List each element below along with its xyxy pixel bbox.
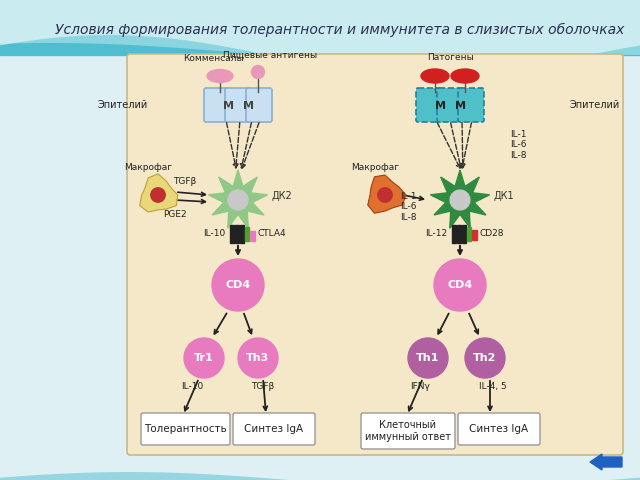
Text: TGFβ: TGFβ: [252, 382, 275, 391]
FancyBboxPatch shape: [127, 54, 623, 455]
Text: Условия формирования толерантности и иммунитета в слизистых оболочках: Условия формирования толерантности и имм…: [55, 23, 625, 37]
Text: CTLA4: CTLA4: [258, 229, 287, 239]
Text: Комменсалы: Комменсалы: [182, 54, 243, 63]
Circle shape: [151, 188, 165, 202]
Ellipse shape: [207, 70, 233, 83]
Text: Синтез IgA: Синтез IgA: [244, 424, 303, 434]
Text: M: M: [435, 101, 445, 111]
Text: Th2: Th2: [474, 353, 497, 363]
Text: IL-1
IL-6
IL-8: IL-1 IL-6 IL-8: [510, 130, 527, 160]
Bar: [245, 227, 249, 241]
FancyBboxPatch shape: [246, 88, 272, 122]
Circle shape: [228, 190, 248, 210]
Text: Пищевые антигены: Пищевые антигены: [223, 51, 317, 60]
Text: Патогены: Патогены: [427, 53, 474, 62]
Polygon shape: [0, 0, 640, 55]
Text: M: M: [223, 101, 234, 111]
Text: Толерантность: Толерантность: [144, 424, 227, 434]
FancyBboxPatch shape: [233, 413, 315, 445]
Text: PGE2: PGE2: [163, 210, 187, 219]
FancyBboxPatch shape: [437, 88, 463, 122]
Text: Клеточный
иммунный ответ: Клеточный иммунный ответ: [365, 420, 451, 442]
Circle shape: [378, 188, 392, 202]
Text: IFNγ: IFNγ: [410, 382, 430, 391]
FancyArrow shape: [590, 454, 622, 470]
Bar: [240, 225, 244, 243]
Text: IL-12: IL-12: [425, 229, 447, 239]
Text: IL-1
IL-6
IL-8: IL-1 IL-6 IL-8: [400, 192, 417, 222]
Text: M: M: [454, 101, 465, 111]
Bar: [230, 225, 234, 243]
Bar: [452, 225, 456, 243]
Bar: [0, 0, 640, 55]
Ellipse shape: [252, 65, 264, 79]
Circle shape: [465, 338, 505, 378]
Ellipse shape: [451, 69, 479, 83]
FancyBboxPatch shape: [458, 88, 484, 122]
FancyBboxPatch shape: [225, 88, 251, 122]
Circle shape: [238, 338, 278, 378]
Text: CD28: CD28: [480, 229, 504, 239]
Text: IL-10: IL-10: [203, 229, 225, 239]
Text: Синтез IgA: Синтез IgA: [469, 424, 529, 434]
Text: Tr1: Tr1: [194, 353, 214, 363]
FancyBboxPatch shape: [458, 413, 540, 445]
Text: IL-10: IL-10: [181, 382, 203, 391]
Bar: [462, 225, 466, 243]
FancyBboxPatch shape: [416, 88, 442, 122]
Circle shape: [434, 259, 486, 311]
Text: ДК1: ДК1: [494, 191, 515, 201]
Text: Th3: Th3: [246, 353, 269, 363]
Text: Th1: Th1: [416, 353, 440, 363]
Polygon shape: [0, 0, 640, 55]
Polygon shape: [368, 175, 406, 213]
Polygon shape: [431, 170, 490, 228]
Text: IL-4, 5: IL-4, 5: [479, 382, 507, 391]
Text: TGFβ: TGFβ: [173, 177, 196, 185]
Polygon shape: [209, 170, 268, 228]
Circle shape: [450, 190, 470, 210]
FancyBboxPatch shape: [141, 413, 230, 445]
Bar: [457, 225, 461, 243]
Text: Макрофаг: Макрофаг: [124, 163, 172, 172]
Text: M: M: [243, 101, 253, 111]
FancyBboxPatch shape: [204, 88, 230, 122]
Text: Макрофаг: Макрофаг: [351, 163, 399, 172]
Bar: [250, 231, 255, 241]
Ellipse shape: [421, 69, 449, 83]
Polygon shape: [0, 472, 640, 480]
Text: CD4: CD4: [225, 280, 251, 290]
Bar: [472, 230, 477, 240]
Bar: [235, 225, 239, 243]
Text: Эпителий: Эпителий: [98, 100, 148, 110]
Polygon shape: [140, 174, 178, 212]
Text: ДК2: ДК2: [272, 191, 292, 201]
Text: CD4: CD4: [447, 280, 472, 290]
Circle shape: [408, 338, 448, 378]
FancyBboxPatch shape: [361, 413, 455, 449]
Bar: [467, 227, 471, 241]
Circle shape: [184, 338, 224, 378]
Text: Эпителий: Эпителий: [570, 100, 620, 110]
Circle shape: [212, 259, 264, 311]
